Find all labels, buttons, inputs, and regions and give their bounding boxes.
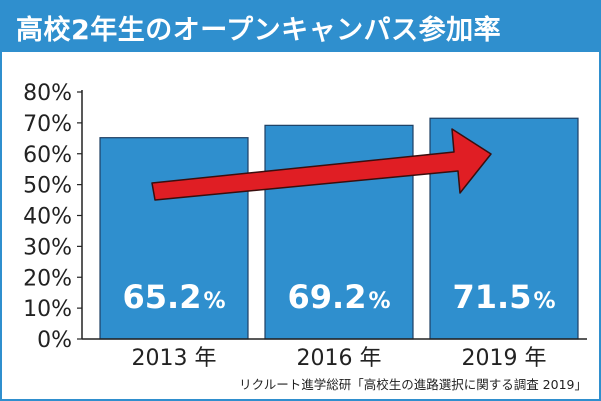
y-tick-label: 80% — [23, 81, 72, 106]
x-tick-label: 2019 年 — [462, 346, 547, 371]
source-note: リクルート進学総研「高校生の進路選択に関する調査 2019」 — [239, 377, 587, 392]
data-label: 65.2% — [123, 278, 226, 316]
data-labels: 65.2% 69.2% 71.5% — [123, 278, 556, 316]
x-axis: 2013 年 2016 年 2019 年 — [82, 338, 587, 371]
y-tick-label: 40% — [23, 205, 72, 230]
data-label: 69.2% — [288, 278, 391, 316]
y-tick-label: 30% — [23, 235, 72, 260]
trend-arrow — [151, 128, 492, 201]
y-tick-label: 20% — [23, 266, 72, 291]
y-tick-label: 0% — [37, 328, 72, 353]
data-label: 71.5% — [453, 278, 556, 316]
bar — [99, 137, 249, 340]
trend-arrow-shape — [151, 128, 492, 201]
x-tick-label: 2013 年 — [132, 346, 217, 371]
y-tick-label: 10% — [23, 297, 72, 322]
y-tick-label: 60% — [23, 143, 72, 168]
y-tick-label: 70% — [23, 112, 72, 137]
bars — [99, 117, 579, 340]
x-tick-label: 2016 年 — [297, 346, 382, 371]
y-axis: 0% 10% 20% 30% 40% 50% 60% 70% 80% — [23, 81, 83, 353]
chart-title: 高校2年生のオープンキャンパス参加率 — [2, 2, 599, 52]
y-tick-label: 50% — [23, 174, 72, 199]
